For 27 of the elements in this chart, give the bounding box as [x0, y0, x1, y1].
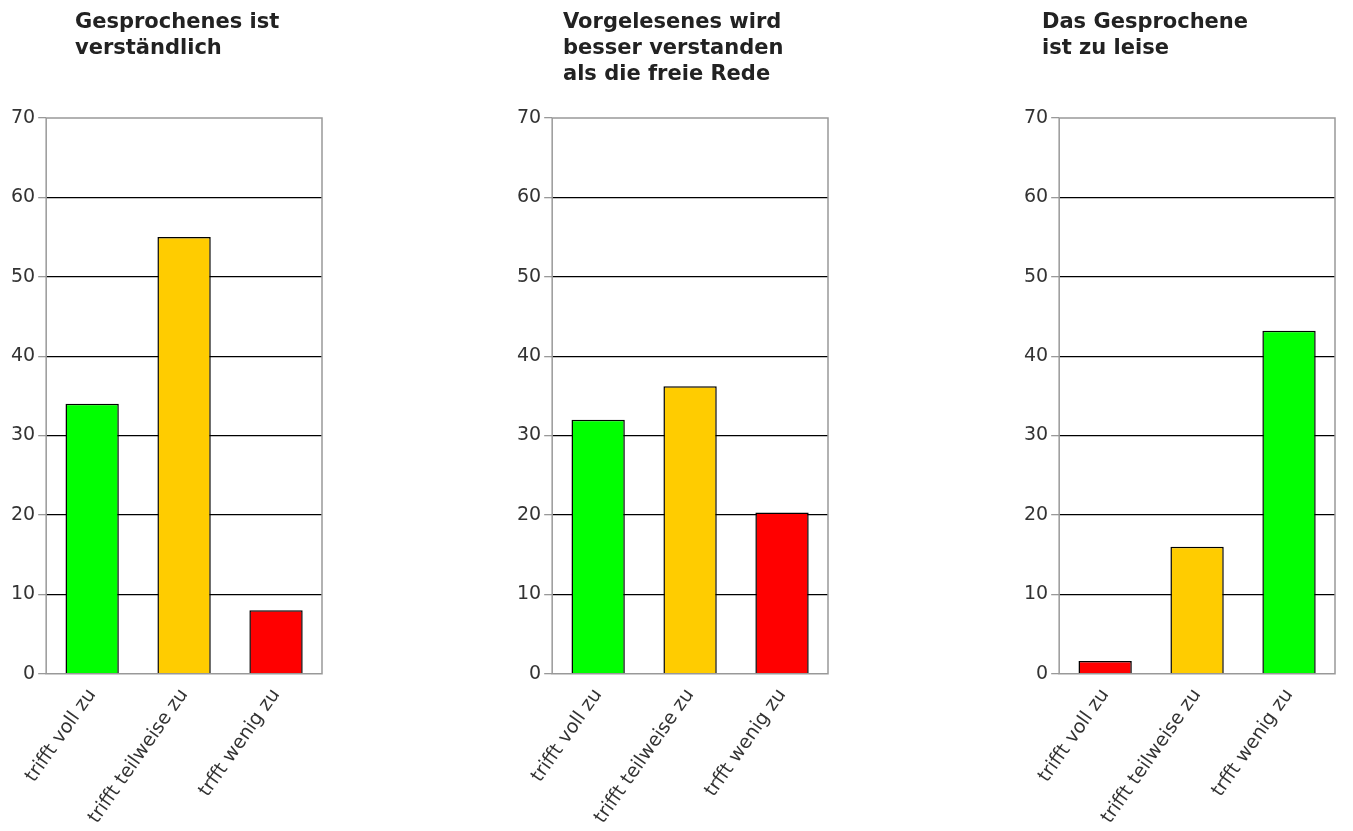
y-tick-label: 50 — [1023, 263, 1049, 286]
chart-title: Das Gesprochene ist zu leise — [1042, 8, 1249, 60]
y-tick-label: 60 — [1023, 184, 1049, 207]
y-tick-label: 0 — [1036, 660, 1049, 683]
y-tick-label: 50 — [10, 263, 36, 286]
y-tick-label: 50 — [516, 263, 542, 286]
y-tick-label: 10 — [516, 581, 542, 604]
y-tick-label: 40 — [1023, 343, 1049, 366]
chart-title: Vorgelesenes wird besser verstanden als die freie Rede — [563, 8, 784, 86]
y-tick-label: 30 — [516, 422, 542, 445]
y-tick-label: 40 — [10, 343, 36, 366]
y-tick-label: 20 — [10, 501, 36, 524]
y-tick-label: 70 — [10, 104, 36, 127]
y-tick-label: 30 — [10, 422, 36, 445]
chart-title: Gesprochenes ist verständlich — [75, 8, 280, 60]
y-tick-label: 60 — [10, 184, 36, 207]
y-tick-label: 70 — [1023, 104, 1049, 127]
y-tick-label: 20 — [516, 501, 542, 524]
y-tick-label: 40 — [516, 343, 542, 366]
y-tick-label: 30 — [1023, 422, 1049, 445]
y-tick-label: 10 — [10, 581, 36, 604]
y-tick-label: 70 — [516, 104, 542, 127]
y-tick-label: 10 — [1023, 581, 1049, 604]
y-tick-label: 20 — [1023, 501, 1049, 524]
y-tick-label: 0 — [23, 660, 36, 683]
y-tick-label: 60 — [516, 184, 542, 207]
y-tick-label: 0 — [529, 660, 542, 683]
